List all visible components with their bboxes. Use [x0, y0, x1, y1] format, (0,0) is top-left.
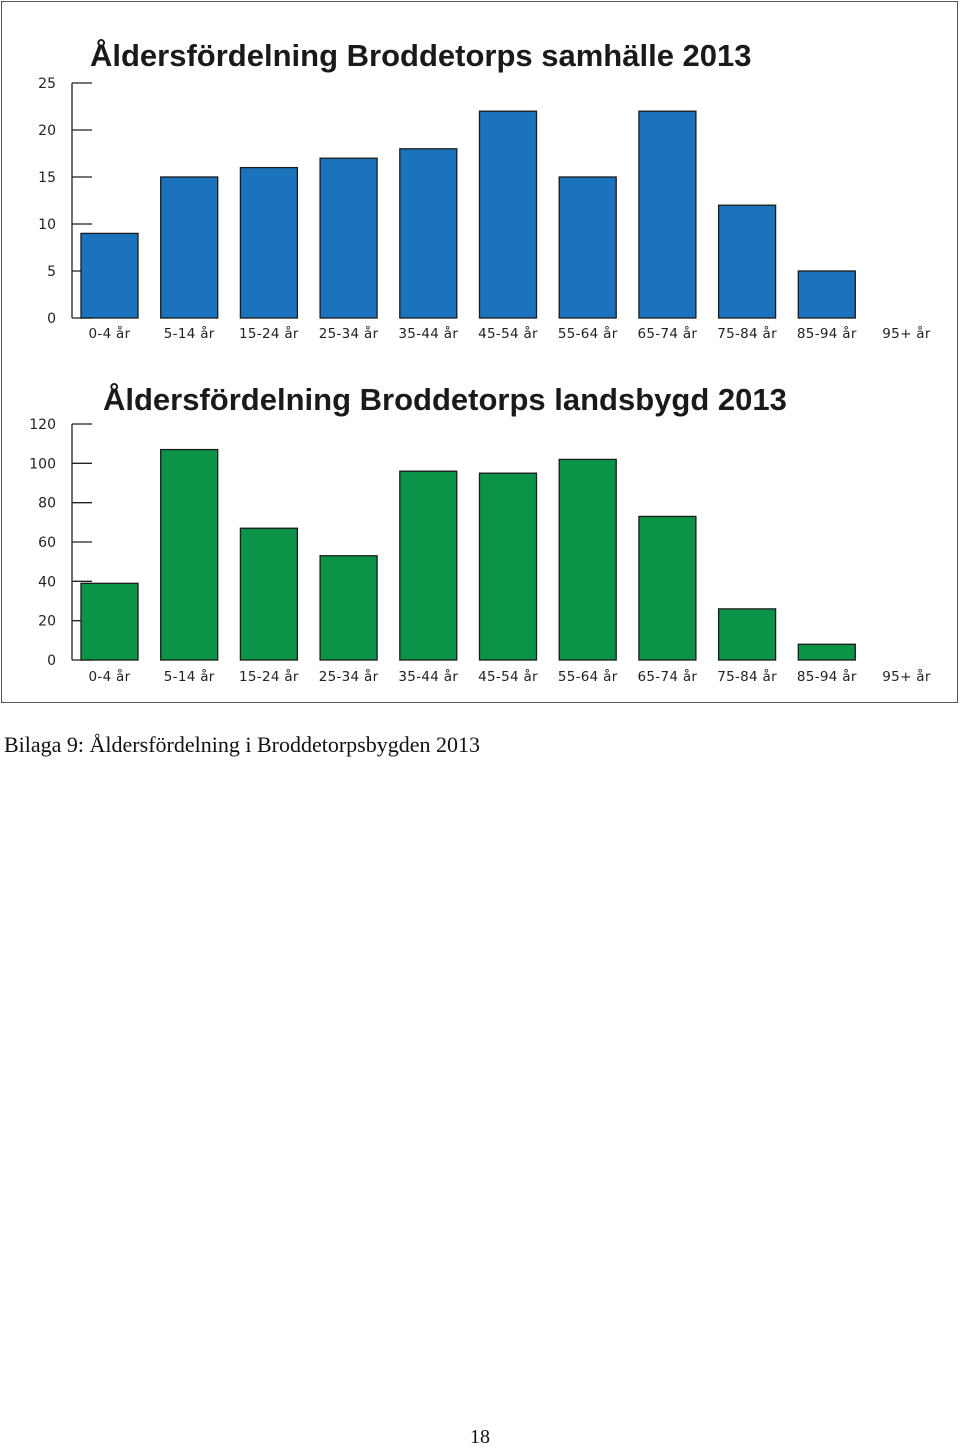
bar	[797, 270, 856, 319]
y-tick-label: 80	[38, 496, 56, 512]
bar	[399, 470, 458, 661]
bar	[478, 472, 538, 661]
y-tick-label: 120	[29, 417, 56, 433]
x-tick-label: 55-64 år	[558, 325, 618, 342]
y-tick-label: 100	[29, 456, 56, 472]
bars	[80, 110, 856, 319]
y-tick-labels: 0 20 40 60 80 100 120	[29, 417, 56, 669]
x-tick-label: 35-44 år	[398, 325, 458, 342]
y-tick-label: 10	[38, 217, 56, 233]
x-tick-label: 45-54 år	[478, 325, 538, 342]
y-tick-labels: 0 5 10 15 20 25	[38, 76, 56, 327]
x-tick-label: 95+ år	[882, 325, 931, 342]
x-tick-label: 15-24 år	[239, 668, 299, 685]
bar	[80, 232, 139, 319]
page-number: 18	[470, 1426, 490, 1448]
x-tick-label: 75-84 år	[717, 325, 777, 342]
x-tick-label: 5-14 år	[164, 668, 215, 685]
x-tick-label: 45-54 år	[478, 668, 538, 685]
y-tick-label: 15	[38, 170, 56, 186]
x-tick-label: 95+ år	[882, 668, 931, 685]
category-labels: 0-4 år 5-14 år 15-24 år 25-34 år 35-44 år 45-…	[89, 325, 931, 342]
bar	[638, 515, 697, 661]
y-tick-label: 25	[38, 76, 56, 92]
chart-title: Åldersfördelning Broddetorps samhälle 20…	[90, 38, 752, 73]
bar	[239, 527, 299, 661]
bar	[797, 643, 856, 661]
x-tick-label: 15-24 år	[239, 325, 299, 342]
bar	[717, 608, 777, 661]
bar	[478, 110, 538, 319]
bar	[160, 176, 219, 319]
x-tick-label: 35-44 år	[398, 668, 458, 685]
y-tick-label: 0	[47, 311, 56, 327]
bar	[558, 176, 617, 319]
bars	[80, 448, 856, 661]
y-tick-label: 20	[38, 614, 56, 630]
chart-samhalle: Åldersfördelning Broddetorps samhälle 20…	[38, 38, 931, 342]
chart-landsbygd: Åldersfördelning Broddetorps landsbygd 2…	[29, 382, 931, 685]
bar	[80, 582, 139, 661]
bar	[717, 204, 777, 319]
bar	[319, 157, 378, 319]
x-tick-label: 5-14 år	[164, 325, 215, 342]
x-tick-label: 25-34 år	[319, 668, 379, 685]
x-tick-label: 0-4 år	[89, 668, 131, 685]
bar	[160, 448, 219, 661]
chart-title: Åldersfördelning Broddetorps landsbygd 2…	[103, 382, 787, 417]
y-tick-label: 20	[38, 123, 56, 139]
x-tick-label: 0-4 år	[89, 325, 131, 342]
y-tick-label: 60	[38, 535, 56, 551]
bar	[399, 148, 458, 319]
x-tick-label: 85-94 år	[797, 668, 857, 685]
x-tick-label: 65-74 år	[638, 325, 698, 342]
x-tick-label: 65-74 år	[638, 668, 698, 685]
x-tick-label: 25-34 år	[319, 325, 379, 342]
bar	[239, 166, 299, 319]
bar	[638, 110, 697, 319]
bar	[319, 555, 378, 661]
x-tick-label: 85-94 år	[797, 325, 857, 342]
x-tick-label: 55-64 år	[558, 668, 618, 685]
category-labels: 0-4 år 5-14 år 15-24 år 25-34 år 35-44 år 45-…	[89, 668, 931, 685]
y-tick-label: 0	[47, 653, 56, 669]
y-tick-label: 5	[47, 264, 56, 280]
bar	[558, 458, 617, 661]
y-tick-label: 40	[38, 574, 56, 590]
x-tick-label: 75-84 år	[717, 668, 777, 685]
figure-caption: Bilaga 9: Åldersfördelning i Broddetorps…	[4, 732, 480, 757]
